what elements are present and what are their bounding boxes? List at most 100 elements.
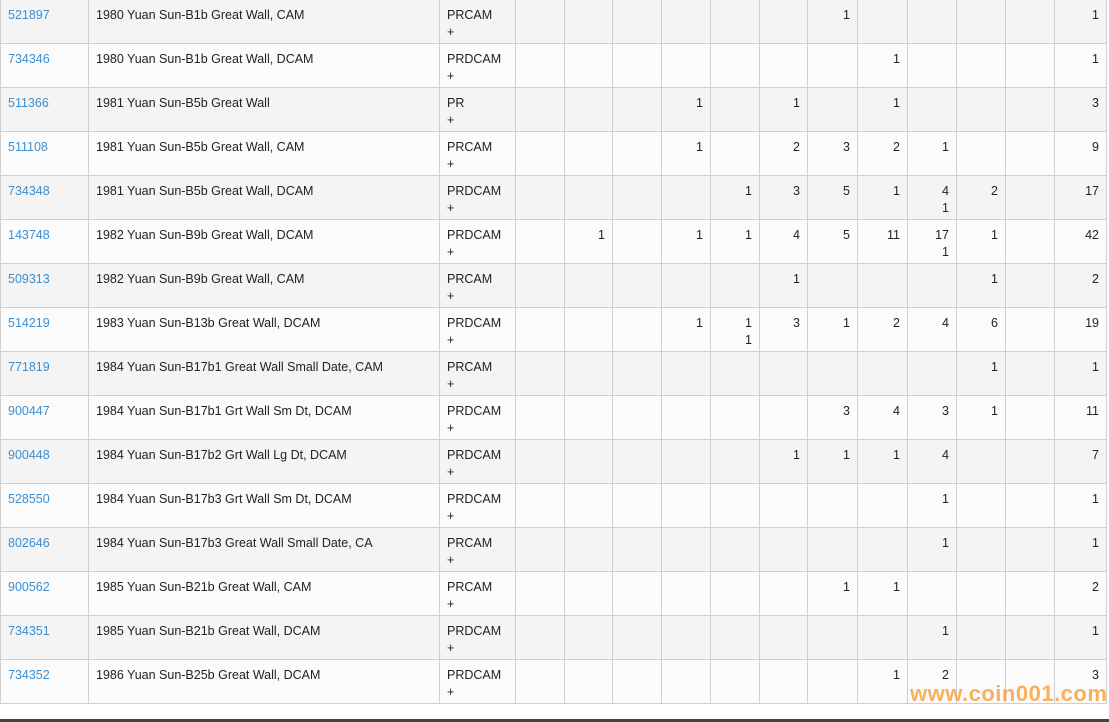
table-row: 734346 1980 Yuan Sun-B1b Great Wall, DCAM… — [0, 43, 1107, 88]
cert-id-link[interactable]: 771819 — [8, 360, 50, 374]
description-cell: 1980 Yuan Sun-B1b Great Wall, DCAM — [88, 43, 440, 88]
cert-id-cell: 509313 — [0, 263, 89, 308]
cert-id-link[interactable]: 734348 — [8, 184, 50, 198]
grade-count-cell — [661, 351, 711, 396]
grade-count-cell — [759, 0, 808, 44]
description-cell: 1981 Yuan Sun-B5b Great Wall, DCAM — [88, 175, 440, 220]
grade-count-cell — [807, 527, 858, 572]
grade-count-cell — [759, 43, 808, 88]
grade-count-cell: 1 — [710, 219, 760, 264]
grade-count-cell: 4 — [907, 307, 957, 352]
total-cell: 1 — [1054, 527, 1107, 572]
grade-count-cell — [612, 307, 662, 352]
designation-cell: PRCAM + — [439, 527, 516, 572]
table-row: 900448 1984 Yuan Sun-B17b2 Grt Wall Lg Dt… — [0, 439, 1107, 484]
cert-id-link[interactable]: 528550 — [8, 492, 50, 506]
grade-count-cell — [661, 659, 711, 704]
watermark: www.coin001.com — [910, 681, 1108, 706]
grade-count-cell — [907, 351, 957, 396]
grade-count-cell: 1 — [857, 175, 908, 220]
grade-count-cell — [515, 263, 565, 308]
grade-count-cell — [661, 571, 711, 616]
grade-count-cell — [956, 615, 1006, 660]
grade-count-cell: 1 — [661, 219, 711, 264]
grade-count-cell — [759, 659, 808, 704]
cert-id-link[interactable]: 143748 — [8, 228, 50, 242]
grade-count-cell — [564, 0, 613, 44]
grade-count-cell: 1 — [857, 43, 908, 88]
grade-count-cell — [612, 571, 662, 616]
cert-id-link[interactable]: 514219 — [8, 316, 50, 330]
grade-count-cell — [956, 439, 1006, 484]
grade-count-cell: 3 — [807, 131, 858, 176]
grade-count-cell — [612, 615, 662, 660]
grade-count-cell: 1 — [857, 659, 908, 704]
cert-id-link[interactable]: 509313 — [8, 272, 50, 286]
table-row: 509313 1982 Yuan Sun-B9b Great Wall, CAM P… — [0, 263, 1107, 308]
grade-count-cell — [612, 351, 662, 396]
grade-count-cell — [710, 395, 760, 440]
cert-id-link[interactable]: 900562 — [8, 580, 50, 594]
cert-id-cell: 511366 — [0, 87, 89, 132]
cert-id-cell: 521897 — [0, 0, 89, 44]
grade-count-cell — [612, 439, 662, 484]
grade-count-cell — [710, 43, 760, 88]
grade-count-cell: 1 — [907, 483, 957, 528]
grade-count-cell — [661, 615, 711, 660]
grade-count-cell — [1005, 659, 1055, 704]
table-row: 521897 1980 Yuan Sun-B1b Great Wall, CAM P… — [0, 0, 1107, 44]
designation-cell: PRDCAM + — [439, 615, 516, 660]
table-row: 734352 1986 Yuan Sun-B25b Great Wall, DCA… — [0, 659, 1107, 704]
bottom-border — [0, 719, 1109, 722]
cert-id-cell: 900562 — [0, 571, 89, 616]
cert-id-link[interactable]: 900448 — [8, 448, 50, 462]
grade-count-cell — [661, 439, 711, 484]
description-cell: 1981 Yuan Sun-B5b Great Wall, CAM — [88, 131, 440, 176]
grade-count-cell — [857, 527, 908, 572]
grade-count-cell — [1005, 175, 1055, 220]
grade-count-cell: 1 — [956, 263, 1006, 308]
cert-id-link[interactable]: 802646 — [8, 536, 50, 550]
grade-count-cell — [759, 351, 808, 396]
grade-count-cell — [1005, 87, 1055, 132]
grade-count-cell: 1 — [564, 219, 613, 264]
grade-count-cell — [1005, 263, 1055, 308]
grade-count-cell: 11 — [857, 219, 908, 264]
cert-id-link[interactable]: 734351 — [8, 624, 50, 638]
description-cell: 1984 Yuan Sun-B17b1 Grt Wall Sm Dt, DCAM — [88, 395, 440, 440]
cert-id-link[interactable]: 521897 — [8, 8, 50, 22]
grade-count-cell — [1005, 527, 1055, 572]
total-cell: 1 — [1054, 615, 1107, 660]
grade-count-cell: 3 — [807, 395, 858, 440]
total-cell: 42 — [1054, 219, 1107, 264]
grade-count-cell — [612, 395, 662, 440]
cert-id-link[interactable]: 511108 — [8, 140, 48, 154]
description-cell: 1984 Yuan Sun-B17b1 Great Wall Small Dat… — [88, 351, 440, 396]
grade-count-cell — [907, 571, 957, 616]
grade-count-cell — [564, 307, 613, 352]
grade-count-cell — [564, 87, 613, 132]
grade-count-cell — [515, 131, 565, 176]
cert-id-cell: 734352 — [0, 659, 89, 704]
grade-count-cell — [564, 571, 613, 616]
grade-count-cell: 1 — [759, 87, 808, 132]
grade-count-cell — [857, 0, 908, 44]
total-cell: 9 — [1054, 131, 1107, 176]
grade-count-cell — [515, 351, 565, 396]
cert-id-cell: 511108 — [0, 131, 89, 176]
description-cell: 1982 Yuan Sun-B9b Great Wall, DCAM — [88, 219, 440, 264]
cert-id-link[interactable]: 900447 — [8, 404, 50, 418]
cert-id-link[interactable]: 511366 — [8, 96, 49, 110]
table-row: 143748 1982 Yuan Sun-B9b Great Wall, DCAM… — [0, 219, 1107, 264]
table-row: 802646 1984 Yuan Sun-B17b3 Great Wall Sma… — [0, 527, 1107, 572]
grade-count-cell: 2 — [907, 659, 957, 704]
designation-cell: PRDCAM + — [439, 439, 516, 484]
population-table: 521897 1980 Yuan Sun-B1b Great Wall, CAM P… — [0, 0, 1107, 704]
cert-id-link[interactable]: 734346 — [8, 52, 50, 66]
grade-count-cell — [612, 43, 662, 88]
grade-count-cell — [612, 87, 662, 132]
cert-id-link[interactable]: 734352 — [8, 668, 50, 682]
designation-cell: PRDCAM + — [439, 395, 516, 440]
grade-count-cell — [759, 571, 808, 616]
grade-count-cell — [1005, 571, 1055, 616]
